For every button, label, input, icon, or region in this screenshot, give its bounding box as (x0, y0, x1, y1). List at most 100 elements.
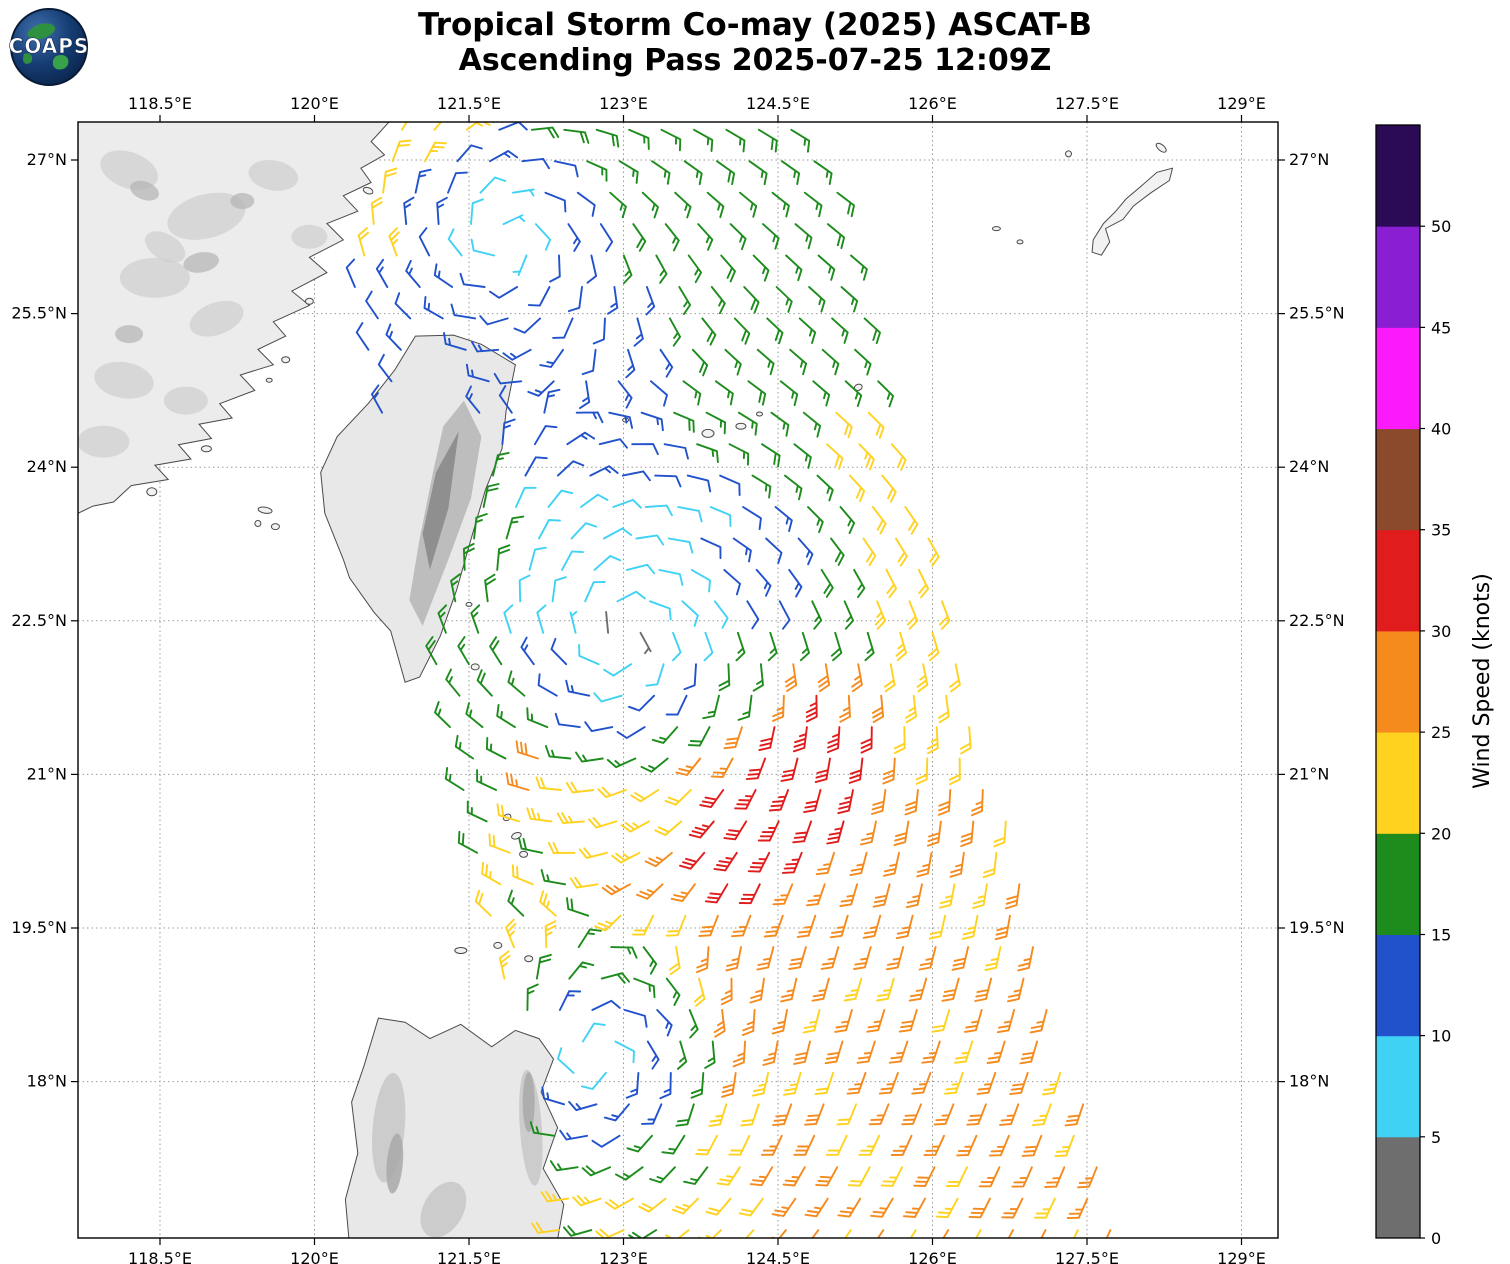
wind-barb (526, 807, 553, 823)
terrain-shading (291, 224, 328, 249)
small-island (257, 506, 273, 514)
wind-barb (701, 317, 717, 346)
wind-barb (835, 411, 853, 439)
wind-barb (644, 851, 673, 868)
terrain-shading (119, 257, 190, 298)
colorbar-border (1375, 124, 1421, 1239)
wind-barb (756, 946, 775, 971)
small-island (1065, 150, 1072, 158)
wind-barb (345, 258, 356, 288)
wind-barbs (345, 122, 1112, 1238)
wind-barb (767, 631, 778, 662)
wind-barb (766, 317, 784, 345)
wind-barb (566, 431, 596, 446)
wind-barb (805, 694, 818, 723)
wind-barb (882, 757, 896, 785)
wind-barb (633, 317, 644, 347)
wind-barb (621, 470, 651, 482)
wind-barb (747, 380, 767, 406)
wind-barb (876, 977, 895, 1002)
wind-barb (507, 670, 526, 697)
lon-tick-label-top: 126°E (908, 94, 957, 113)
wind-barb (375, 258, 389, 288)
wind-barb (616, 590, 646, 603)
wind-barb (864, 631, 875, 662)
small-island (362, 186, 374, 195)
wind-barb (805, 883, 826, 907)
wind-barb (966, 1103, 987, 1126)
wind-barb (575, 411, 604, 424)
wind-barb (547, 489, 574, 508)
wind-barb (690, 1071, 705, 1099)
wind-barb (825, 443, 844, 470)
wind-barb (751, 1071, 770, 1097)
wind-barb (485, 736, 507, 760)
wind-barb (724, 348, 742, 376)
wind-barb (941, 977, 960, 1002)
wind-barb (610, 946, 638, 959)
wind-barb (732, 1040, 747, 1068)
wind-barb (752, 663, 764, 692)
wind-barb (868, 1103, 890, 1126)
wind-barb (665, 914, 687, 937)
wind-barb (804, 1197, 829, 1218)
wind-barb (775, 286, 793, 313)
wind-barb (721, 1071, 737, 1098)
wind-barb (836, 191, 855, 218)
wind-barb (569, 610, 578, 634)
wind-barb (916, 663, 929, 693)
wind-barb (533, 425, 558, 446)
wind-barb (553, 160, 579, 178)
wind-barb (618, 160, 639, 184)
wind-barb (437, 604, 448, 634)
wind-barb (858, 443, 875, 471)
wind-barb (581, 348, 597, 376)
wind-barb (770, 411, 790, 437)
wind-barb (513, 317, 542, 334)
colorbar-segment (1376, 833, 1420, 935)
wind-barb (511, 864, 534, 886)
wind-barb (683, 160, 703, 186)
lon-tick-label-bottom: 123°E (599, 1249, 648, 1264)
wind-barb (567, 223, 581, 252)
colorbar-segment (1376, 125, 1420, 227)
wind-barb (602, 527, 633, 540)
wind-barb (505, 918, 517, 949)
wind-barb (1029, 1009, 1048, 1034)
wind-barb (450, 303, 477, 320)
wind-barb (544, 191, 567, 213)
wind-barb (597, 786, 627, 799)
wind-barb (793, 443, 812, 469)
wind-barb (792, 726, 808, 753)
wind-barb (588, 816, 618, 829)
wind-barb (630, 789, 660, 803)
wind-barb (518, 836, 544, 854)
wind-barb (586, 254, 598, 284)
wind-barb (693, 128, 714, 152)
wind-barb (601, 883, 631, 896)
wind-barb (860, 820, 877, 846)
wind-barb (493, 372, 523, 385)
wind-barb (465, 363, 490, 383)
wind-barb (803, 191, 823, 218)
wind-barb (530, 126, 560, 139)
wind-barb (570, 522, 598, 540)
wind-barb (578, 643, 600, 666)
wind-barb (614, 1040, 635, 1064)
wind-barb (718, 663, 731, 692)
wind-barb (679, 851, 706, 870)
wind-barb (821, 348, 840, 376)
wind-barb (951, 946, 970, 971)
terrain-shading (100, 150, 158, 190)
wind-barb (505, 772, 530, 791)
axes: 118.5°E 118.5°E 120°E 120°E 121.5°E 121.5°E 12… (11, 94, 1344, 1264)
wind-barb (1031, 1103, 1052, 1127)
lat-tick-label-right: 18°N (1289, 1072, 1329, 1091)
small-island (454, 947, 468, 954)
wind-barb (784, 663, 798, 692)
wind-barb (605, 610, 610, 634)
wind-barb (1064, 1103, 1085, 1127)
wind-barb (424, 141, 447, 163)
wind-barb (788, 946, 807, 970)
lon-tick-label-bottom: 127.5°E (1055, 1249, 1119, 1264)
